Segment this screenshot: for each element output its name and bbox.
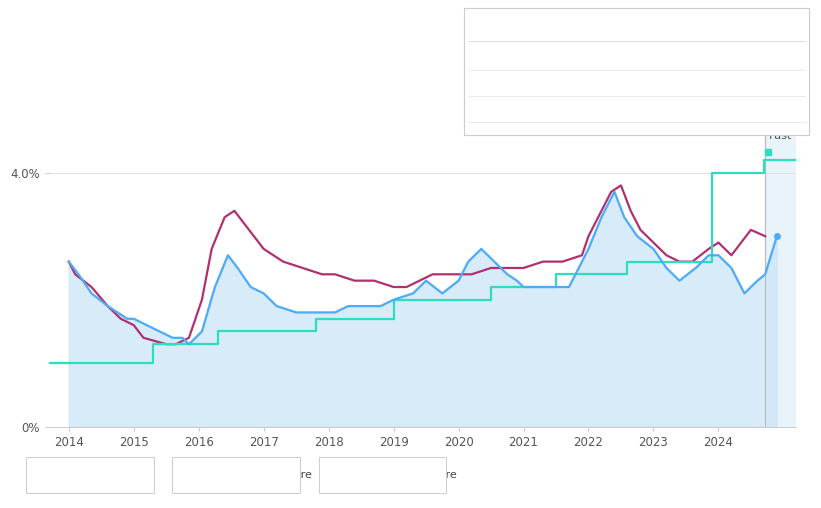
Text: JP¥56.000: JP¥56.000: [608, 80, 669, 90]
Text: Past: Past: [768, 131, 791, 141]
Text: Dividend Yield: Dividend Yield: [474, 53, 552, 64]
Text: /yr: /yr: [653, 53, 671, 64]
Bar: [765, 122, 796, 427]
Text: No data: No data: [608, 106, 650, 116]
Text: Dec 04 2024: Dec 04 2024: [474, 25, 556, 39]
Text: Earnings Per Share: Earnings Per Share: [474, 106, 577, 116]
Text: ●: ●: [181, 468, 193, 482]
Text: ●: ●: [328, 468, 339, 482]
Text: ●: ●: [35, 468, 47, 482]
Text: 3.0%: 3.0%: [608, 53, 638, 64]
Text: Dividend Yield: Dividend Yield: [59, 470, 139, 480]
Text: Dividend Per Share: Dividend Per Share: [474, 80, 578, 90]
Text: /yr: /yr: [653, 80, 671, 90]
Text: Earnings Per Share: Earnings Per Share: [351, 470, 457, 480]
Text: Dividend Per Share: Dividend Per Share: [205, 470, 312, 480]
